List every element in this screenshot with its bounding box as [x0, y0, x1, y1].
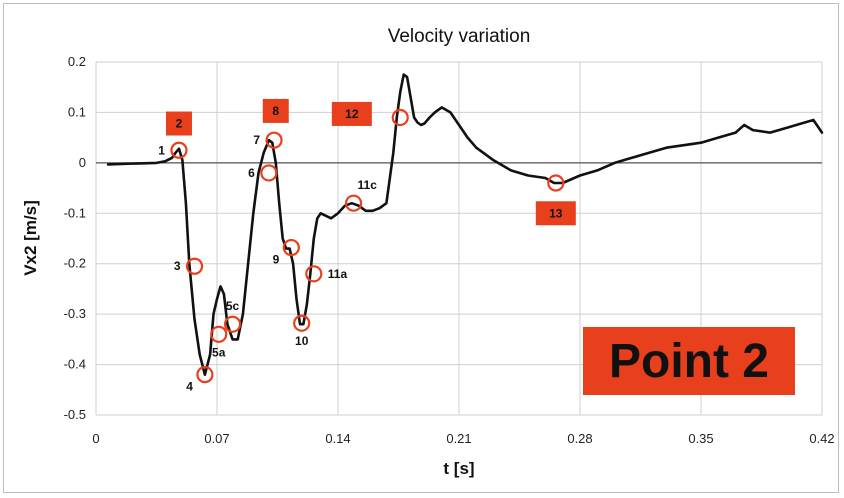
- point-marker: [547, 174, 565, 192]
- boxed-label-box: [262, 98, 289, 123]
- x-tick-label: 0.14: [325, 431, 350, 446]
- y-tick-label: -0.4: [64, 357, 86, 372]
- x-tick-label: 0.42: [809, 431, 834, 446]
- boxed-label-text: 13: [549, 206, 563, 220]
- y-tick-label: -0.3: [64, 306, 86, 321]
- point-label: 6: [248, 166, 255, 180]
- boxed-label-box: [165, 111, 192, 136]
- point-label: 1: [158, 143, 165, 157]
- point-label: 4: [186, 380, 193, 394]
- point-marker: [305, 265, 323, 283]
- point-label: 5a: [212, 345, 226, 359]
- point-marker: [293, 314, 311, 332]
- boxed-labels: 2 8 12 13: [165, 98, 576, 226]
- y-tick-label: 0.2: [68, 54, 86, 69]
- x-axis-ticks: 0 0.07 0.14 0.21 0.28 0.35 0.42: [92, 431, 834, 446]
- series-line: [106, 73, 824, 376]
- point-marker: [260, 164, 278, 182]
- y-tick-label: -0.5: [64, 407, 86, 422]
- boxed-label-text: 8: [272, 104, 279, 118]
- y-axis-label: Vx2 [m/s]: [21, 200, 40, 276]
- point-marker: [170, 141, 188, 159]
- point-label: 7: [253, 133, 260, 147]
- point-label: 9: [273, 253, 280, 267]
- y-tick-label: 0: [79, 155, 86, 170]
- x-tick-label: 0.28: [567, 431, 592, 446]
- point-marker: [391, 108, 409, 127]
- point-label: 10: [295, 334, 309, 348]
- chart-frame: [3, 3, 839, 493]
- point-marker: [265, 131, 283, 149]
- point-marker: [210, 325, 228, 343]
- point-badge: Point 2: [583, 327, 795, 395]
- point-marker: [185, 257, 204, 275]
- point-label: 11c: [358, 178, 378, 192]
- x-tick-label: 0: [92, 431, 99, 446]
- point-marker: [282, 238, 300, 257]
- x-tick-label: 0.07: [204, 431, 229, 446]
- boxed-label-text: 12: [345, 107, 359, 121]
- point-marker: [196, 366, 214, 384]
- x-tick-label: 0.35: [688, 431, 713, 446]
- point-badge-label: Point 2: [609, 335, 769, 388]
- boxed-label-box: [331, 101, 372, 126]
- y-tick-label: -0.2: [64, 256, 86, 271]
- y-axis-ticks: 0.2 0.1 0 -0.1 -0.2 -0.3 -0.4 -0.5: [64, 54, 86, 422]
- point-label: 5c: [226, 299, 240, 313]
- point-marker: [223, 315, 242, 333]
- chart-title: Velocity variation: [388, 26, 531, 47]
- x-axis-label: t [s]: [443, 459, 474, 478]
- boxed-label-text: 2: [176, 117, 183, 131]
- y-tick-label: 0.1: [68, 104, 86, 119]
- point-badge-box: [583, 327, 795, 395]
- point-marker: [344, 194, 363, 212]
- point-label: 3: [174, 259, 181, 273]
- point-label: 11a: [328, 267, 348, 281]
- x-tick-label: 0.21: [446, 431, 471, 446]
- y-tick-label: -0.1: [64, 205, 86, 220]
- boxed-label-box: [535, 201, 576, 226]
